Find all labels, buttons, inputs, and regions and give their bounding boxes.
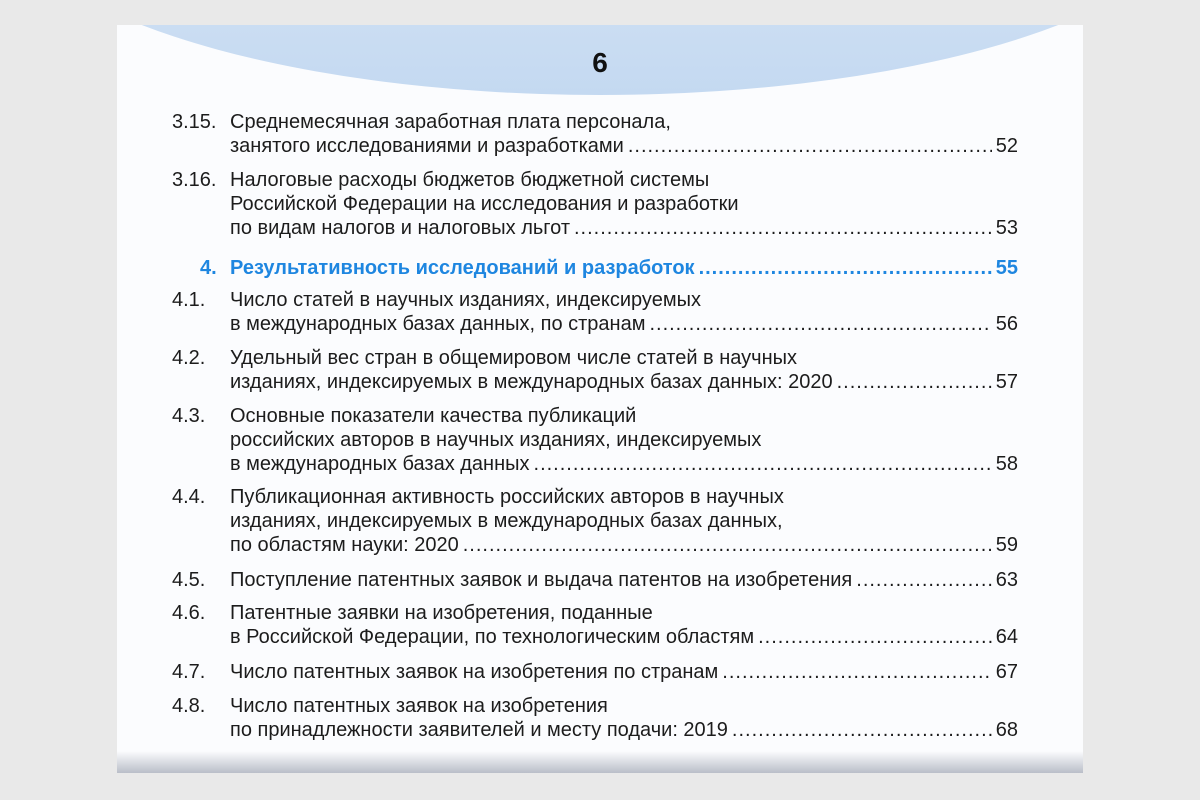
entry-number: 4.2. <box>172 347 206 369</box>
entry-page-number: 56 <box>995 313 1018 335</box>
entry-page-number: 67 <box>995 661 1018 683</box>
dot-leader <box>722 660 991 684</box>
entry-title-line: в международных базах данных, по странам <box>230 313 646 335</box>
dot-leader <box>534 452 992 476</box>
entry-title-line: по областям науки: 2020 <box>230 534 459 556</box>
dot-leader <box>699 256 992 280</box>
page-number: 6 <box>592 47 608 78</box>
entry-page-number: 55 <box>995 257 1018 279</box>
entry-title-line: в международных базах данных <box>230 453 530 475</box>
entry-page-number: 68 <box>995 719 1018 741</box>
entry-title-line: занятого исследованиями и разработками <box>230 135 624 157</box>
entry-title-line: Публикационная активность российских авт… <box>230 486 784 508</box>
toc-entry[interactable]: 4.4. Публикационная активность российских… <box>172 485 1018 557</box>
entry-title-line: Число статей в научных изданиях, индекси… <box>230 289 701 311</box>
entry-number: 4.7. <box>172 661 206 683</box>
dot-leader <box>837 370 992 394</box>
entry-page-number: 58 <box>995 453 1018 475</box>
toc-entry[interactable]: 4.3. Основные показатели качества публика… <box>172 404 1018 476</box>
entry-number: 4.5. <box>172 569 206 591</box>
entry-page-number: 63 <box>995 569 1018 591</box>
entry-title-line: Число патентных заявок на изобретения <box>230 695 608 717</box>
toc-section[interactable]: 4. Результативность исследований и разраб… <box>172 256 1018 280</box>
entry-title-line: в Российской Федерации, по технологическ… <box>230 626 755 648</box>
entry-title-line: Налоговые расходы бюджетов бюджетной сис… <box>230 169 710 191</box>
entry-page-number: 53 <box>995 217 1018 239</box>
entry-page-number: 64 <box>995 626 1018 648</box>
toc-entry[interactable]: 4.6. Патентные заявки на изобретения, под… <box>172 601 1018 649</box>
entry-number: 3.16. <box>172 169 217 191</box>
entry-number: 3.15. <box>172 111 217 133</box>
toc-entry[interactable]: 4.1. Число статей в научных изданиях, инд… <box>172 288 1018 336</box>
toc-entry[interactable]: 4.5. Поступление патентных заявок и выдач… <box>172 568 1018 592</box>
entry-title-line: Российской Федерации на исследования и р… <box>230 193 739 215</box>
entry-title-line: Число патентных заявок на изобретения по… <box>230 661 719 683</box>
entry-number: 4. <box>200 257 217 279</box>
entry-page-number: 57 <box>995 371 1018 393</box>
toc-entry[interactable]: 4.8. Число патентных заявок на изобретени… <box>172 694 1018 742</box>
entry-title-line: Поступление патентных заявок и выдача па… <box>230 569 853 591</box>
entry-title-line: Основные показатели качества публикаций <box>230 405 637 427</box>
dot-leader <box>628 134 992 158</box>
entry-title-line: изданиях, индексируемых в международных … <box>230 510 783 532</box>
entry-number: 4.6. <box>172 602 206 624</box>
toc-entry[interactable]: 3.16. Налоговые расходы бюджетов бюджетно… <box>172 168 1018 240</box>
toc-entry[interactable]: 4.2. Удельный вес стран в общемировом чис… <box>172 346 1018 394</box>
entry-title-line: Результативность исследований и разработ… <box>230 257 695 279</box>
page-shadow <box>117 751 1083 773</box>
entry-page-number: 59 <box>995 534 1018 556</box>
entry-number: 4.3. <box>172 405 206 427</box>
dot-leader <box>649 312 991 336</box>
entry-title-line: российских авторов в научных изданиях, и… <box>230 429 762 451</box>
entry-number: 4.1. <box>172 289 206 311</box>
dot-leader <box>732 718 992 742</box>
entry-title-line: Патентные заявки на изобретения, поданны… <box>230 602 653 624</box>
entry-title-line: по видам налогов и налоговых льгот <box>230 217 570 239</box>
entry-title-line: по принадлежности заявителей и месту под… <box>230 719 728 741</box>
document-page: 6 3.15. Среднемесячная заработная плата п… <box>117 25 1083 773</box>
entry-title-line: изданиях, индексируемых в международных … <box>230 371 833 393</box>
dot-leader <box>856 568 991 592</box>
entry-number: 4.8. <box>172 695 206 717</box>
dot-leader <box>574 216 992 240</box>
entry-page-number: 52 <box>995 135 1018 157</box>
dot-leader <box>463 533 992 557</box>
dot-leader <box>758 625 992 649</box>
entry-number: 4.4. <box>172 486 206 508</box>
toc-entry[interactable]: 4.7. Число патентных заявок на изобретени… <box>172 660 1018 684</box>
entry-title-line: Удельный вес стран в общемировом числе с… <box>230 347 798 369</box>
entry-title-line: Среднемесячная заработная плата персонал… <box>230 111 671 133</box>
toc-entry[interactable]: 3.15. Среднемесячная заработная плата пер… <box>172 110 1018 158</box>
